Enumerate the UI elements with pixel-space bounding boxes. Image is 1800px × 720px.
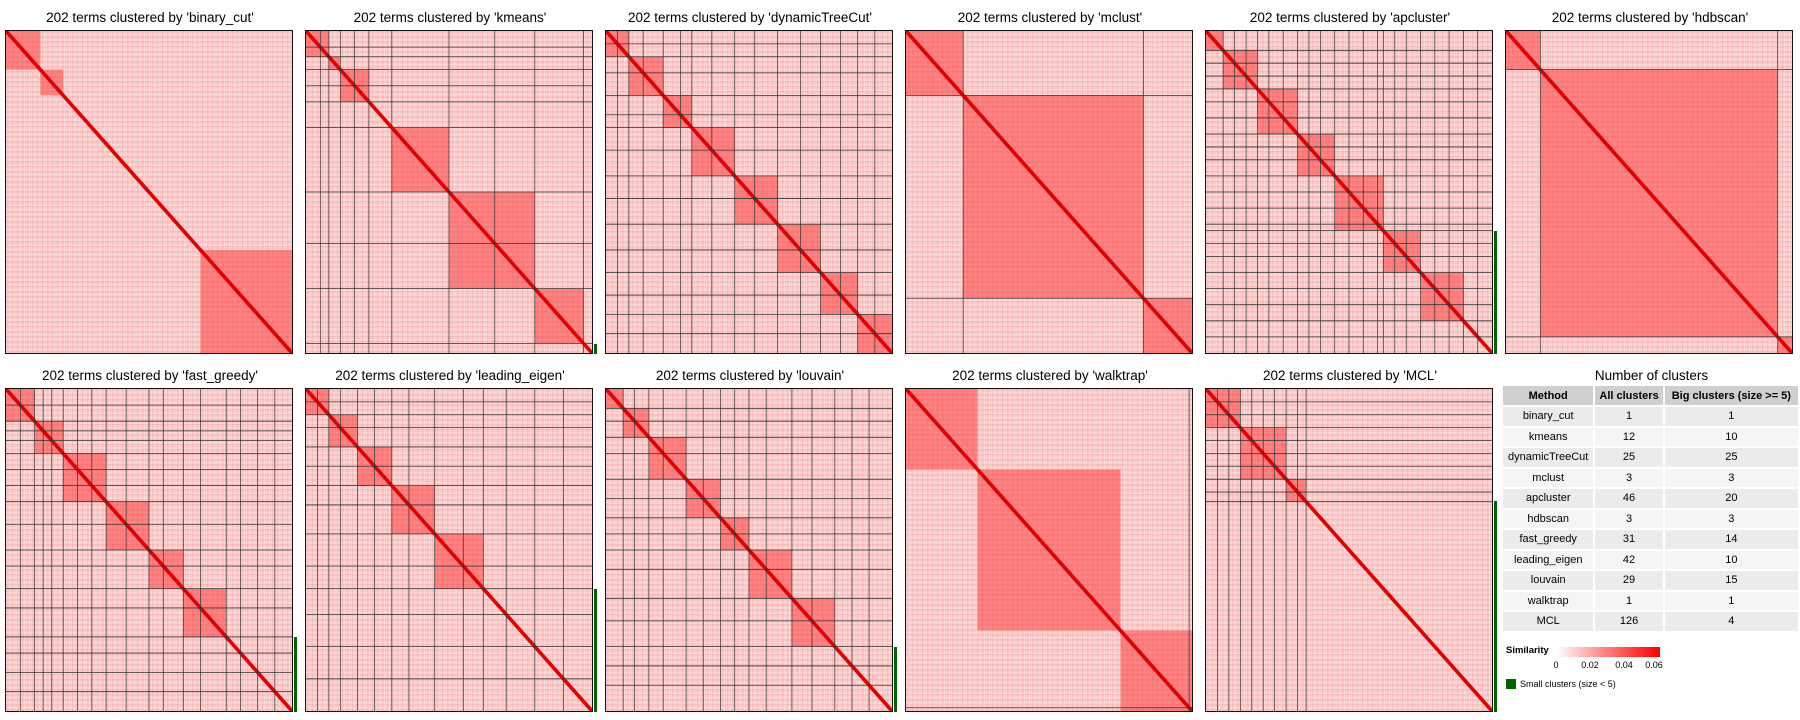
table-row: walktrap 1 1	[1503, 590, 1800, 612]
all-clusters-cell: 42	[1594, 549, 1665, 571]
table-row: apcluster 46 20	[1503, 488, 1800, 510]
small-clusters-bar	[1494, 501, 1497, 712]
small-clusters-label: Small clusters (size < 5)	[1520, 679, 1616, 689]
similarity-heatmap	[1505, 30, 1793, 354]
heatmap-title: 202 terms clustered by 'fast_greedy'	[41, 368, 258, 383]
heatmap-title: 202 terms clustered by 'leading_eigen'	[335, 368, 565, 383]
method-cell: fast_greedy	[1503, 529, 1596, 551]
cluster-count-table-panel: Number of clusters Method All clusters B…	[1503, 366, 1800, 633]
heatmap-title: 202 terms clustered by 'apcluster'	[1249, 10, 1451, 25]
legend-tick: 0	[1553, 660, 1559, 670]
header-big-clusters: Big clusters (size >= 5)	[1663, 386, 1800, 407]
diagonal	[306, 389, 592, 711]
big-clusters-cell: 1	[1663, 590, 1800, 612]
diagonal	[1206, 389, 1492, 711]
similarity-heatmap	[1205, 30, 1493, 354]
similarity-heatmap	[605, 30, 893, 354]
legend-tick: 0.06	[1645, 660, 1663, 670]
big-clusters-cell: 1	[1663, 406, 1800, 428]
diagonal	[906, 389, 1192, 711]
diagonal	[606, 31, 892, 353]
similarity-heatmap	[1205, 388, 1493, 712]
method-cell: leading_eigen	[1503, 549, 1596, 571]
table-header-row: Method All clusters Big clusters (size >…	[1503, 386, 1800, 407]
header-all-clusters: All clusters	[1594, 386, 1665, 407]
heatmap-title: 202 terms clustered by 'walktrap'	[952, 368, 1148, 383]
similarity-heatmap	[305, 30, 593, 354]
heatmap-title: 202 terms clustered by 'hdbscan'	[1551, 10, 1749, 25]
legend: Similarity 0 0.02 0.04 0.06 Small cluste…	[1506, 645, 1796, 720]
heatmap-title: 202 terms clustered by 'binary_cut'	[46, 10, 254, 25]
big-clusters-cell: 3	[1663, 508, 1800, 530]
diagonal	[6, 31, 292, 353]
small-clusters-bar	[894, 647, 897, 712]
all-clusters-cell: 126	[1594, 611, 1665, 633]
method-cell: mclust	[1503, 467, 1596, 489]
table-row: hdbscan 3 3	[1503, 508, 1800, 530]
similarity-heatmap	[5, 388, 293, 712]
legend-tick: 0.02	[1581, 660, 1599, 670]
table-row: louvain 29 15	[1503, 570, 1800, 592]
all-clusters-cell: 3	[1594, 508, 1665, 530]
all-clusters-cell: 25	[1594, 447, 1665, 469]
similarity-heatmap	[605, 388, 893, 712]
heatmap-title: 202 terms clustered by 'kmeans'	[353, 10, 547, 25]
table-row: fast_greedy 31 14	[1503, 529, 1800, 551]
heatmap-title: 202 terms clustered by 'louvain'	[655, 368, 845, 383]
big-clusters-cell: 3	[1663, 467, 1800, 489]
big-clusters-cell: 14	[1663, 529, 1800, 551]
similarity-heatmap	[5, 30, 293, 354]
big-clusters-cell: 25	[1663, 447, 1800, 469]
big-clusters-cell: 15	[1663, 570, 1800, 592]
all-clusters-cell: 1	[1594, 406, 1665, 428]
all-clusters-cell: 12	[1594, 426, 1665, 448]
all-clusters-cell: 1	[1594, 590, 1665, 612]
heatmap-title: 202 terms clustered by 'MCL'	[1263, 368, 1437, 383]
similarity-heatmap	[905, 388, 1193, 712]
method-cell: kmeans	[1503, 426, 1596, 448]
method-cell: dynamicTreeCut	[1503, 447, 1596, 469]
big-clusters-cell: 10	[1663, 549, 1800, 571]
big-clusters-cell: 4	[1663, 611, 1800, 633]
table-row: mclust 3 3	[1503, 467, 1800, 489]
method-cell: hdbscan	[1503, 508, 1596, 530]
table-title: Number of clusters	[1594, 368, 1709, 383]
cluster-count-table: Method All clusters Big clusters (size >…	[1503, 386, 1800, 633]
table-row: kmeans 12 10	[1503, 426, 1800, 448]
all-clusters-cell: 29	[1594, 570, 1665, 592]
small-clusters-bar	[594, 588, 597, 712]
header-method: Method	[1503, 386, 1596, 407]
legend-tick: 0.04	[1615, 660, 1633, 670]
all-clusters-cell: 3	[1594, 467, 1665, 489]
all-clusters-cell: 46	[1594, 488, 1665, 510]
method-cell: apcluster	[1503, 488, 1596, 510]
small-clusters-bar	[594, 344, 597, 354]
big-clusters-cell: 10	[1663, 426, 1800, 448]
diagonal	[906, 31, 1192, 353]
method-cell: louvain	[1503, 570, 1596, 592]
heatmap-title: 202 terms clustered by 'dynamicTreeCut'	[627, 10, 872, 25]
table-row: dynamicTreeCut 25 25	[1503, 447, 1800, 469]
small-clusters-bar	[1494, 230, 1497, 354]
all-clusters-cell: 31	[1594, 529, 1665, 551]
heatmap-title: 202 terms clustered by 'mclust'	[957, 10, 1143, 25]
table-row: MCL 126 4	[1503, 611, 1800, 633]
small-clusters-bar	[294, 637, 297, 712]
big-clusters-cell: 20	[1663, 488, 1800, 510]
method-cell: walktrap	[1503, 590, 1596, 612]
table-row: leading_eigen 42 10	[1503, 549, 1800, 571]
method-cell: binary_cut	[1503, 406, 1596, 428]
similarity-heatmap	[905, 30, 1193, 354]
similarity-color-gradient	[1556, 647, 1660, 657]
table-row: binary_cut 1 1	[1503, 406, 1800, 428]
diagonal	[1506, 31, 1792, 353]
similarity-legend-title: Similarity	[1506, 645, 1549, 656]
method-cell: MCL	[1503, 611, 1596, 633]
similarity-heatmap	[305, 388, 593, 712]
small-clusters-swatch	[1506, 679, 1516, 689]
